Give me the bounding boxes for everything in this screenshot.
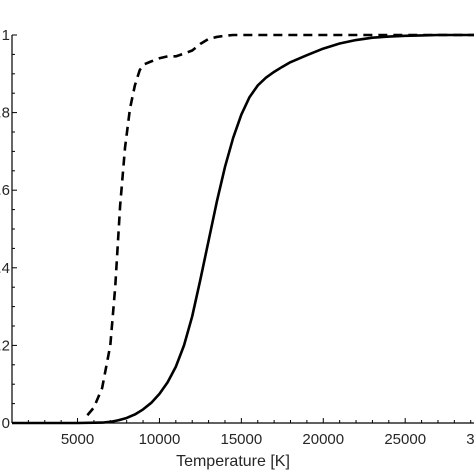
y-tick-label: 0.8 [0,105,10,122]
y-tick-label: 0 [2,415,10,432]
series-line-dashed [86,33,474,417]
x-tick-label: 30000 [466,431,474,448]
series-line-solid [12,33,474,425]
y-tick-label: 0.2 [0,337,10,354]
x-axis-ticks: 5000 10000 15000 20000 25000 30000 [11,418,474,448]
y-tick-label: 0.4 [0,260,10,277]
x-axis-title: Temperature [K] [176,453,290,470]
y-tick-label: 0.6 [0,182,10,199]
series-group [12,33,474,425]
x-tick-label: 10000 [139,431,181,448]
plot-area: 5000 10000 15000 20000 25000 30000 0 0.2 0.4 0.6… [0,27,474,448]
x-tick-label: 15000 [221,431,263,448]
x-tick-label: 20000 [302,431,344,448]
x-tick-label: 5000 [61,431,94,448]
y-tick-label: 1 [2,27,10,44]
x-tick-label: 25000 [384,431,426,448]
y-axis-ticks: 0 0.2 0.4 0.6 0.8 1 [0,27,17,432]
